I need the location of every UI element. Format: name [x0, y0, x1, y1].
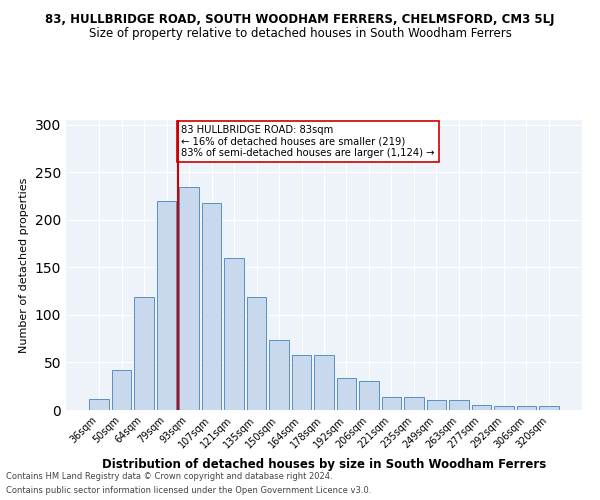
Bar — [337, 378, 356, 410]
Bar — [359, 382, 379, 410]
Bar — [247, 297, 266, 410]
Bar — [382, 396, 401, 410]
Y-axis label: Number of detached properties: Number of detached properties — [19, 178, 29, 352]
Bar — [89, 398, 109, 410]
Bar — [269, 340, 289, 410]
Text: Contains HM Land Registry data © Crown copyright and database right 2024.: Contains HM Land Registry data © Crown c… — [6, 472, 332, 481]
Bar — [179, 186, 199, 410]
Bar — [517, 406, 536, 410]
Text: Contains public sector information licensed under the Open Government Licence v3: Contains public sector information licen… — [6, 486, 371, 495]
Bar — [224, 258, 244, 410]
Text: 83 HULLBRIDGE ROAD: 83sqm
← 16% of detached houses are smaller (219)
83% of semi: 83 HULLBRIDGE ROAD: 83sqm ← 16% of detac… — [181, 125, 434, 158]
Bar — [472, 405, 491, 410]
X-axis label: Distribution of detached houses by size in South Woodham Ferrers: Distribution of detached houses by size … — [102, 458, 546, 471]
Bar — [134, 297, 154, 410]
Bar — [112, 370, 131, 410]
Text: 83, HULLBRIDGE ROAD, SOUTH WOODHAM FERRERS, CHELMSFORD, CM3 5LJ: 83, HULLBRIDGE ROAD, SOUTH WOODHAM FERRE… — [45, 12, 555, 26]
Bar — [427, 400, 446, 410]
Bar — [157, 201, 176, 410]
Text: Size of property relative to detached houses in South Woodham Ferrers: Size of property relative to detached ho… — [89, 28, 511, 40]
Bar — [314, 355, 334, 410]
Bar — [202, 202, 221, 410]
Bar — [404, 396, 424, 410]
Bar — [539, 406, 559, 410]
Bar — [494, 406, 514, 410]
Bar — [292, 355, 311, 410]
Bar — [449, 400, 469, 410]
